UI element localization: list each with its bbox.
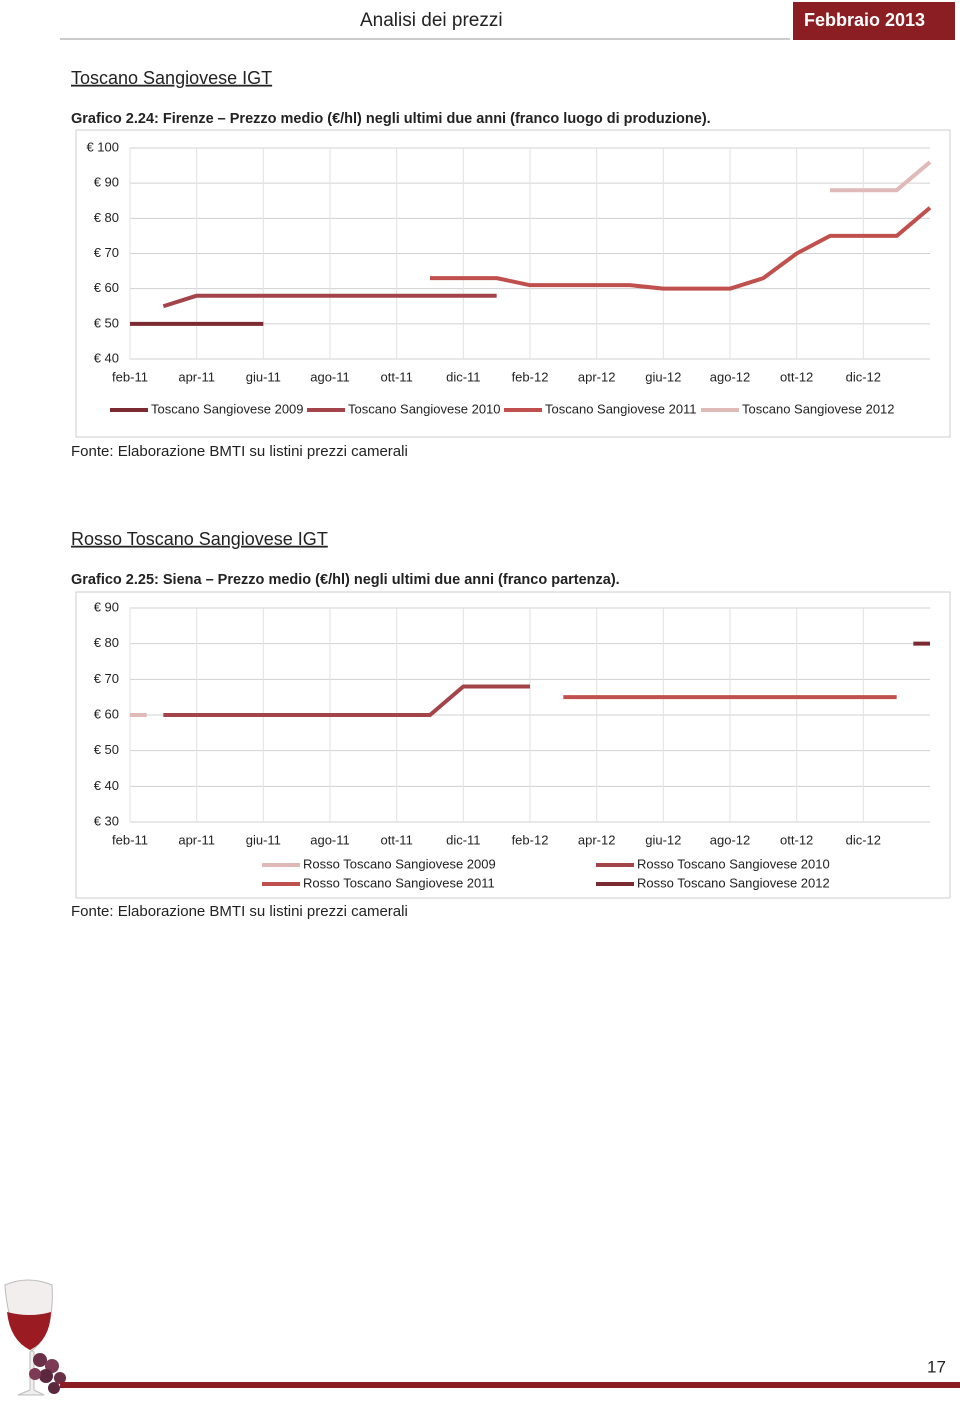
x-tick-label: giu-12 [645, 369, 681, 384]
legend-label: Toscano Sangiovese 2012 [742, 401, 895, 416]
y-tick-label: € 80 [94, 210, 119, 225]
x-tick-label: feb-11 [112, 369, 148, 384]
y-tick-label: € 30 [94, 813, 119, 828]
x-tick-label: dic-12 [846, 832, 881, 847]
x-tick-label: ott-12 [780, 369, 813, 384]
y-tick-label: € 90 [94, 599, 119, 614]
x-tick-label: apr-11 [178, 832, 215, 847]
x-tick-label: dic-11 [446, 369, 480, 384]
x-tick-label: apr-12 [578, 832, 616, 847]
header-badge [793, 2, 955, 40]
x-tick-label: giu-12 [645, 832, 681, 847]
page-number: 17 [927, 1357, 946, 1376]
x-tick-label: giu-11 [246, 369, 281, 384]
legend-label: Toscano Sangiovese 2009 [151, 401, 304, 416]
x-tick-label: apr-11 [178, 369, 215, 384]
section-title: Toscano Sangiovese IGT [71, 68, 272, 88]
x-tick-label: ago-12 [710, 832, 750, 847]
legend-label: Rosso Toscano Sangiovese 2009 [303, 856, 496, 871]
series-line [830, 160, 932, 193]
x-tick-label: ago-11 [310, 369, 350, 384]
y-tick-label: € 50 [94, 742, 119, 757]
x-tick-label: feb-12 [512, 369, 549, 384]
header-date: Febbraio 2013 [804, 10, 925, 30]
series-line [162, 293, 497, 309]
series-line [430, 206, 932, 291]
caption: Grafico 2.25: Siena – Prezzo medio (€/hl… [71, 572, 620, 588]
caption: Grafico 2.24: Firenze – Prezzo medio (€/… [71, 111, 711, 127]
y-tick-label: € 40 [94, 778, 119, 793]
y-tick-label: € 100 [86, 139, 119, 154]
y-tick-label: € 80 [94, 635, 119, 650]
y-tick-label: € 60 [94, 280, 119, 295]
legend-label: Toscano Sangiovese 2011 [545, 401, 697, 416]
x-tick-label: dic-12 [846, 369, 881, 384]
source: Fonte: Elaborazione BMTI su listini prez… [71, 443, 408, 460]
x-tick-label: ott-11 [381, 369, 413, 384]
y-tick-label: € 40 [94, 350, 119, 365]
y-tick-label: € 60 [94, 706, 119, 721]
x-tick-label: feb-11 [112, 832, 148, 847]
x-tick-label: ago-11 [310, 832, 350, 847]
chart-frame [75, 591, 951, 899]
legend-label: Toscano Sangiovese 2010 [348, 401, 501, 416]
y-tick-label: € 90 [94, 175, 119, 190]
x-tick-label: ott-12 [780, 832, 813, 847]
footer-bar [60, 1382, 960, 1388]
y-tick-label: € 70 [94, 671, 119, 686]
legend-label: Rosso Toscano Sangiovese 2011 [303, 875, 495, 890]
x-tick-label: feb-12 [512, 832, 549, 847]
y-tick-label: € 70 [94, 245, 119, 260]
section-title: Rosso Toscano Sangiovese IGT [71, 529, 328, 549]
chart-frame [75, 129, 951, 438]
x-tick-label: apr-12 [578, 369, 616, 384]
source: Fonte: Elaborazione BMTI su listini prez… [71, 903, 408, 920]
legend-label: Rosso Toscano Sangiovese 2010 [637, 856, 830, 871]
x-tick-label: dic-11 [446, 832, 480, 847]
x-tick-label: ago-12 [710, 369, 750, 384]
x-tick-label: giu-11 [246, 832, 281, 847]
header-title: Analisi dei prezzi [360, 10, 503, 31]
legend-label: Rosso Toscano Sangiovese 2012 [637, 875, 830, 890]
series-line [163, 684, 530, 717]
wine-illustration [4, 1279, 66, 1396]
x-tick-label: ott-11 [381, 832, 413, 847]
y-tick-label: € 50 [94, 315, 119, 330]
